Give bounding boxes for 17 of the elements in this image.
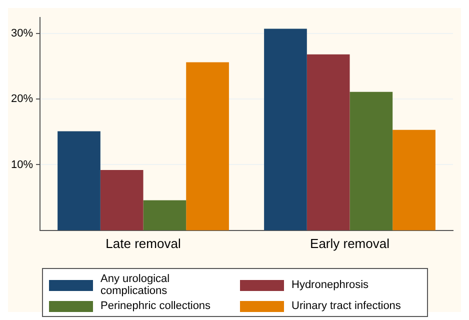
- bar: [392, 130, 436, 230]
- x-tick-label: Late removal: [106, 236, 181, 251]
- bar: [264, 28, 307, 230]
- bar: [100, 170, 144, 230]
- y-tick-label: 20%: [10, 93, 34, 106]
- legend-label: Any urological complications: [100, 273, 171, 297]
- bar: [186, 62, 229, 230]
- y-tick-label: 10%: [10, 158, 34, 171]
- bar: [143, 200, 186, 230]
- bar: [350, 92, 393, 230]
- bar: [306, 54, 350, 230]
- x-tick-label: Early removal: [310, 236, 390, 251]
- y-tick-label: 30%: [10, 27, 34, 40]
- legend-label: Perinephric collections: [100, 300, 211, 312]
- legend-label: Hydronephrosis: [292, 279, 369, 291]
- bar: [58, 131, 100, 230]
- legend-label: Urinary tract infections: [292, 300, 401, 312]
